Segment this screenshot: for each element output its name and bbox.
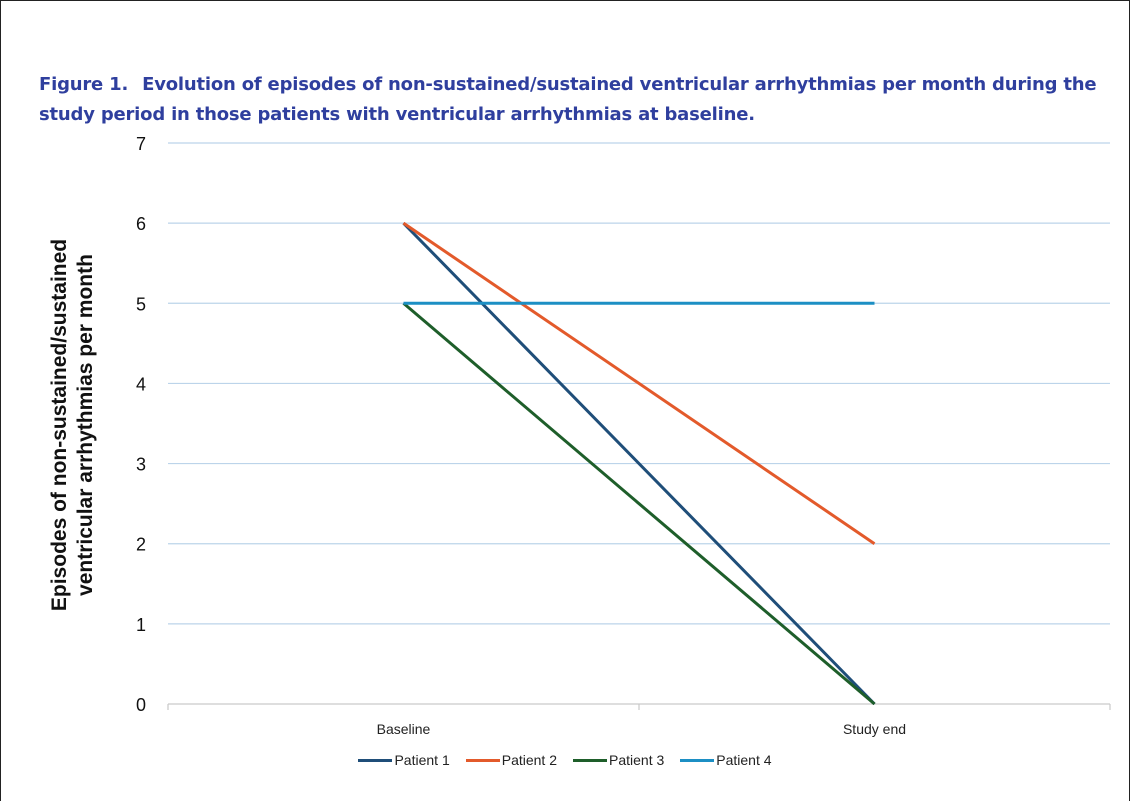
legend: Patient 1 Patient 2 Patient 3 Patient 4 — [0, 752, 1130, 768]
legend-item: Patient 2 — [465, 752, 557, 768]
x-category-labels: Baseline Study end — [377, 721, 906, 737]
y-tick-label: 2 — [136, 535, 146, 555]
figure-caption-text: Evolution of episodes of non-sustained/s… — [39, 74, 1097, 125]
legend-item: Patient 3 — [573, 752, 664, 768]
figure-label: Figure 1. — [39, 74, 129, 95]
y-tick-labels: 0 1 2 3 4 5 6 7 — [136, 134, 146, 715]
y-tick-label: 1 — [136, 615, 146, 635]
y-tick-label: 0 — [136, 695, 146, 715]
y-tick-label: 7 — [136, 134, 146, 154]
y-tick-label: 6 — [136, 214, 146, 234]
y-axis-label: Episodes of non-sustained/sustained vent… — [48, 239, 97, 611]
series-line-patient-3 — [402, 302, 876, 706]
legend-label: Patient 3 — [609, 752, 665, 768]
y-axis-label-line-1: Episodes of non-sustained/sustained — [48, 239, 71, 611]
series-line-patient-2 — [402, 221, 876, 545]
x-axis — [167, 703, 1111, 710]
x-category-label: Study end — [843, 721, 906, 737]
y-tick-label: 5 — [136, 294, 146, 314]
legend-label: Patient 4 — [716, 752, 772, 768]
legend-item: Patient 1 — [358, 752, 450, 768]
legend-swatch — [358, 758, 393, 762]
legend-item: Patient 4 — [680, 752, 772, 768]
y-axis-label-line-2: ventricular arrhythmias per month — [74, 254, 97, 596]
figure-caption: Figure 1. Evolution of episodes of non-su… — [39, 70, 1099, 130]
x-category-label: Baseline — [377, 721, 431, 737]
legend-label: Patient 1 — [394, 752, 450, 768]
legend-swatch — [573, 758, 607, 762]
legend-swatch — [465, 758, 500, 762]
series-lines — [402, 221, 876, 706]
y-tick-label: 3 — [136, 455, 146, 475]
y-tick-label: 4 — [136, 374, 146, 394]
legend-swatch — [680, 758, 715, 762]
legend-label: Patient 2 — [501, 752, 557, 768]
